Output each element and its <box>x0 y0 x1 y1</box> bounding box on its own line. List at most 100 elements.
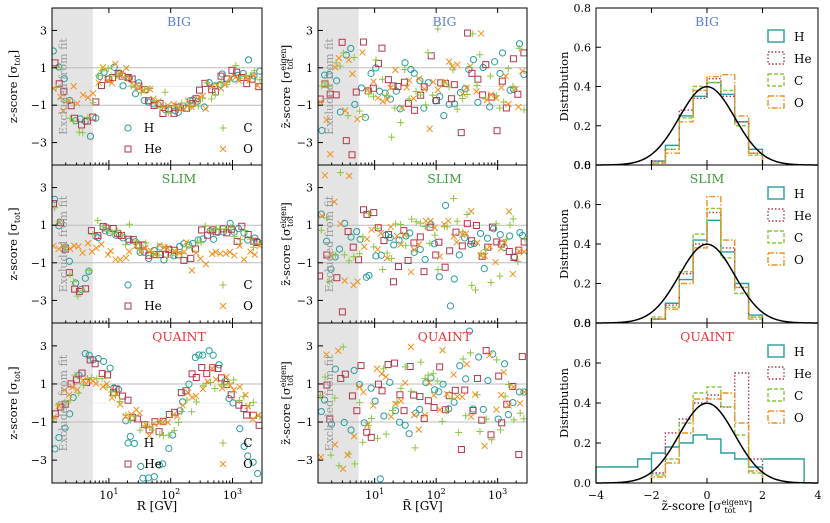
legend-swatch-O <box>767 410 785 424</box>
point-O <box>97 241 105 248</box>
point-H <box>474 98 482 106</box>
point-O <box>116 256 124 263</box>
legend-O: O <box>243 142 253 156</box>
point-H <box>322 237 331 245</box>
point-O <box>249 415 257 423</box>
point-He <box>348 151 356 159</box>
point-O <box>364 86 372 94</box>
y-tick-label: 1 <box>40 219 47 232</box>
point-He <box>400 407 408 415</box>
x-tick-label: 101 <box>99 487 118 502</box>
point-H <box>396 105 404 113</box>
legend-He: He <box>794 209 812 223</box>
point-He <box>424 397 432 405</box>
point-C <box>416 219 424 227</box>
legend-swatch-O <box>767 95 785 109</box>
point-H <box>124 281 132 289</box>
point-H <box>424 79 432 87</box>
panel-points <box>52 47 262 140</box>
point-O <box>387 223 395 231</box>
point-O <box>401 379 409 387</box>
point-O <box>230 386 238 394</box>
point-H <box>124 124 132 132</box>
point-C <box>222 225 230 233</box>
y-tick-label: −1 <box>297 416 313 429</box>
point-H <box>506 232 514 240</box>
point-C <box>482 246 490 254</box>
point-O <box>473 239 481 247</box>
point-He <box>341 370 349 378</box>
point-He <box>391 359 399 367</box>
point-C <box>350 253 358 261</box>
point-He <box>370 209 378 217</box>
point-C <box>455 429 463 437</box>
point-He <box>192 373 200 381</box>
model-title: QUAINT <box>418 329 472 344</box>
point-C <box>223 81 231 89</box>
point-O <box>122 64 130 72</box>
point-C <box>372 56 380 64</box>
point-C <box>476 428 484 436</box>
point-He <box>255 421 262 429</box>
point-He <box>489 223 497 231</box>
point-C <box>339 343 347 351</box>
point-He <box>463 220 471 228</box>
point-He <box>416 393 424 401</box>
panel-points <box>52 195 262 300</box>
point-He <box>128 75 136 83</box>
point-C <box>424 49 432 57</box>
point-H <box>509 398 517 407</box>
point-H <box>462 375 470 383</box>
point-C <box>249 398 257 406</box>
point-H <box>320 71 329 79</box>
y-tick-label: −3 <box>297 294 313 307</box>
point-H <box>422 379 430 387</box>
y-tick-label: 3 <box>40 182 47 195</box>
point-He <box>109 74 117 82</box>
point-O <box>132 242 140 250</box>
point-He <box>348 392 356 400</box>
y-tick-label: −1 <box>297 257 313 270</box>
point-O <box>235 77 243 85</box>
point-He <box>380 237 388 245</box>
point-He <box>124 145 132 153</box>
point-O <box>108 394 116 402</box>
point-O <box>471 391 479 398</box>
point-O <box>204 378 212 385</box>
point-H <box>506 86 514 94</box>
point-H <box>52 47 57 55</box>
point-C <box>318 82 326 90</box>
hist-ylabel: Distribution <box>557 51 571 122</box>
point-O <box>445 217 452 225</box>
point-C <box>60 97 68 105</box>
point-H <box>218 70 226 78</box>
point-H <box>85 351 93 359</box>
point-C <box>412 218 420 226</box>
point-O <box>244 402 252 410</box>
x-tick-label: 102 <box>161 487 180 502</box>
point-O <box>202 260 210 268</box>
point-C <box>108 388 116 396</box>
point-He <box>244 231 252 239</box>
point-H <box>496 231 504 239</box>
point-H <box>325 71 334 79</box>
point-H <box>440 112 448 120</box>
point-O <box>330 198 338 206</box>
point-O <box>59 107 67 115</box>
point-H <box>498 49 507 57</box>
point-C <box>339 49 347 57</box>
point-O <box>407 343 415 351</box>
point-H <box>159 460 167 468</box>
point-H <box>81 350 89 358</box>
point-O <box>159 104 167 111</box>
point-He <box>359 38 367 46</box>
point-O <box>187 103 195 111</box>
y-tick-label: 0.6 <box>574 41 592 54</box>
point-O <box>79 377 87 384</box>
point-He <box>238 222 246 230</box>
point-H <box>155 461 163 469</box>
hist-ylabel: Distribution <box>557 367 571 438</box>
point-He <box>133 415 141 423</box>
point-C <box>402 242 410 250</box>
point-O <box>117 70 125 78</box>
